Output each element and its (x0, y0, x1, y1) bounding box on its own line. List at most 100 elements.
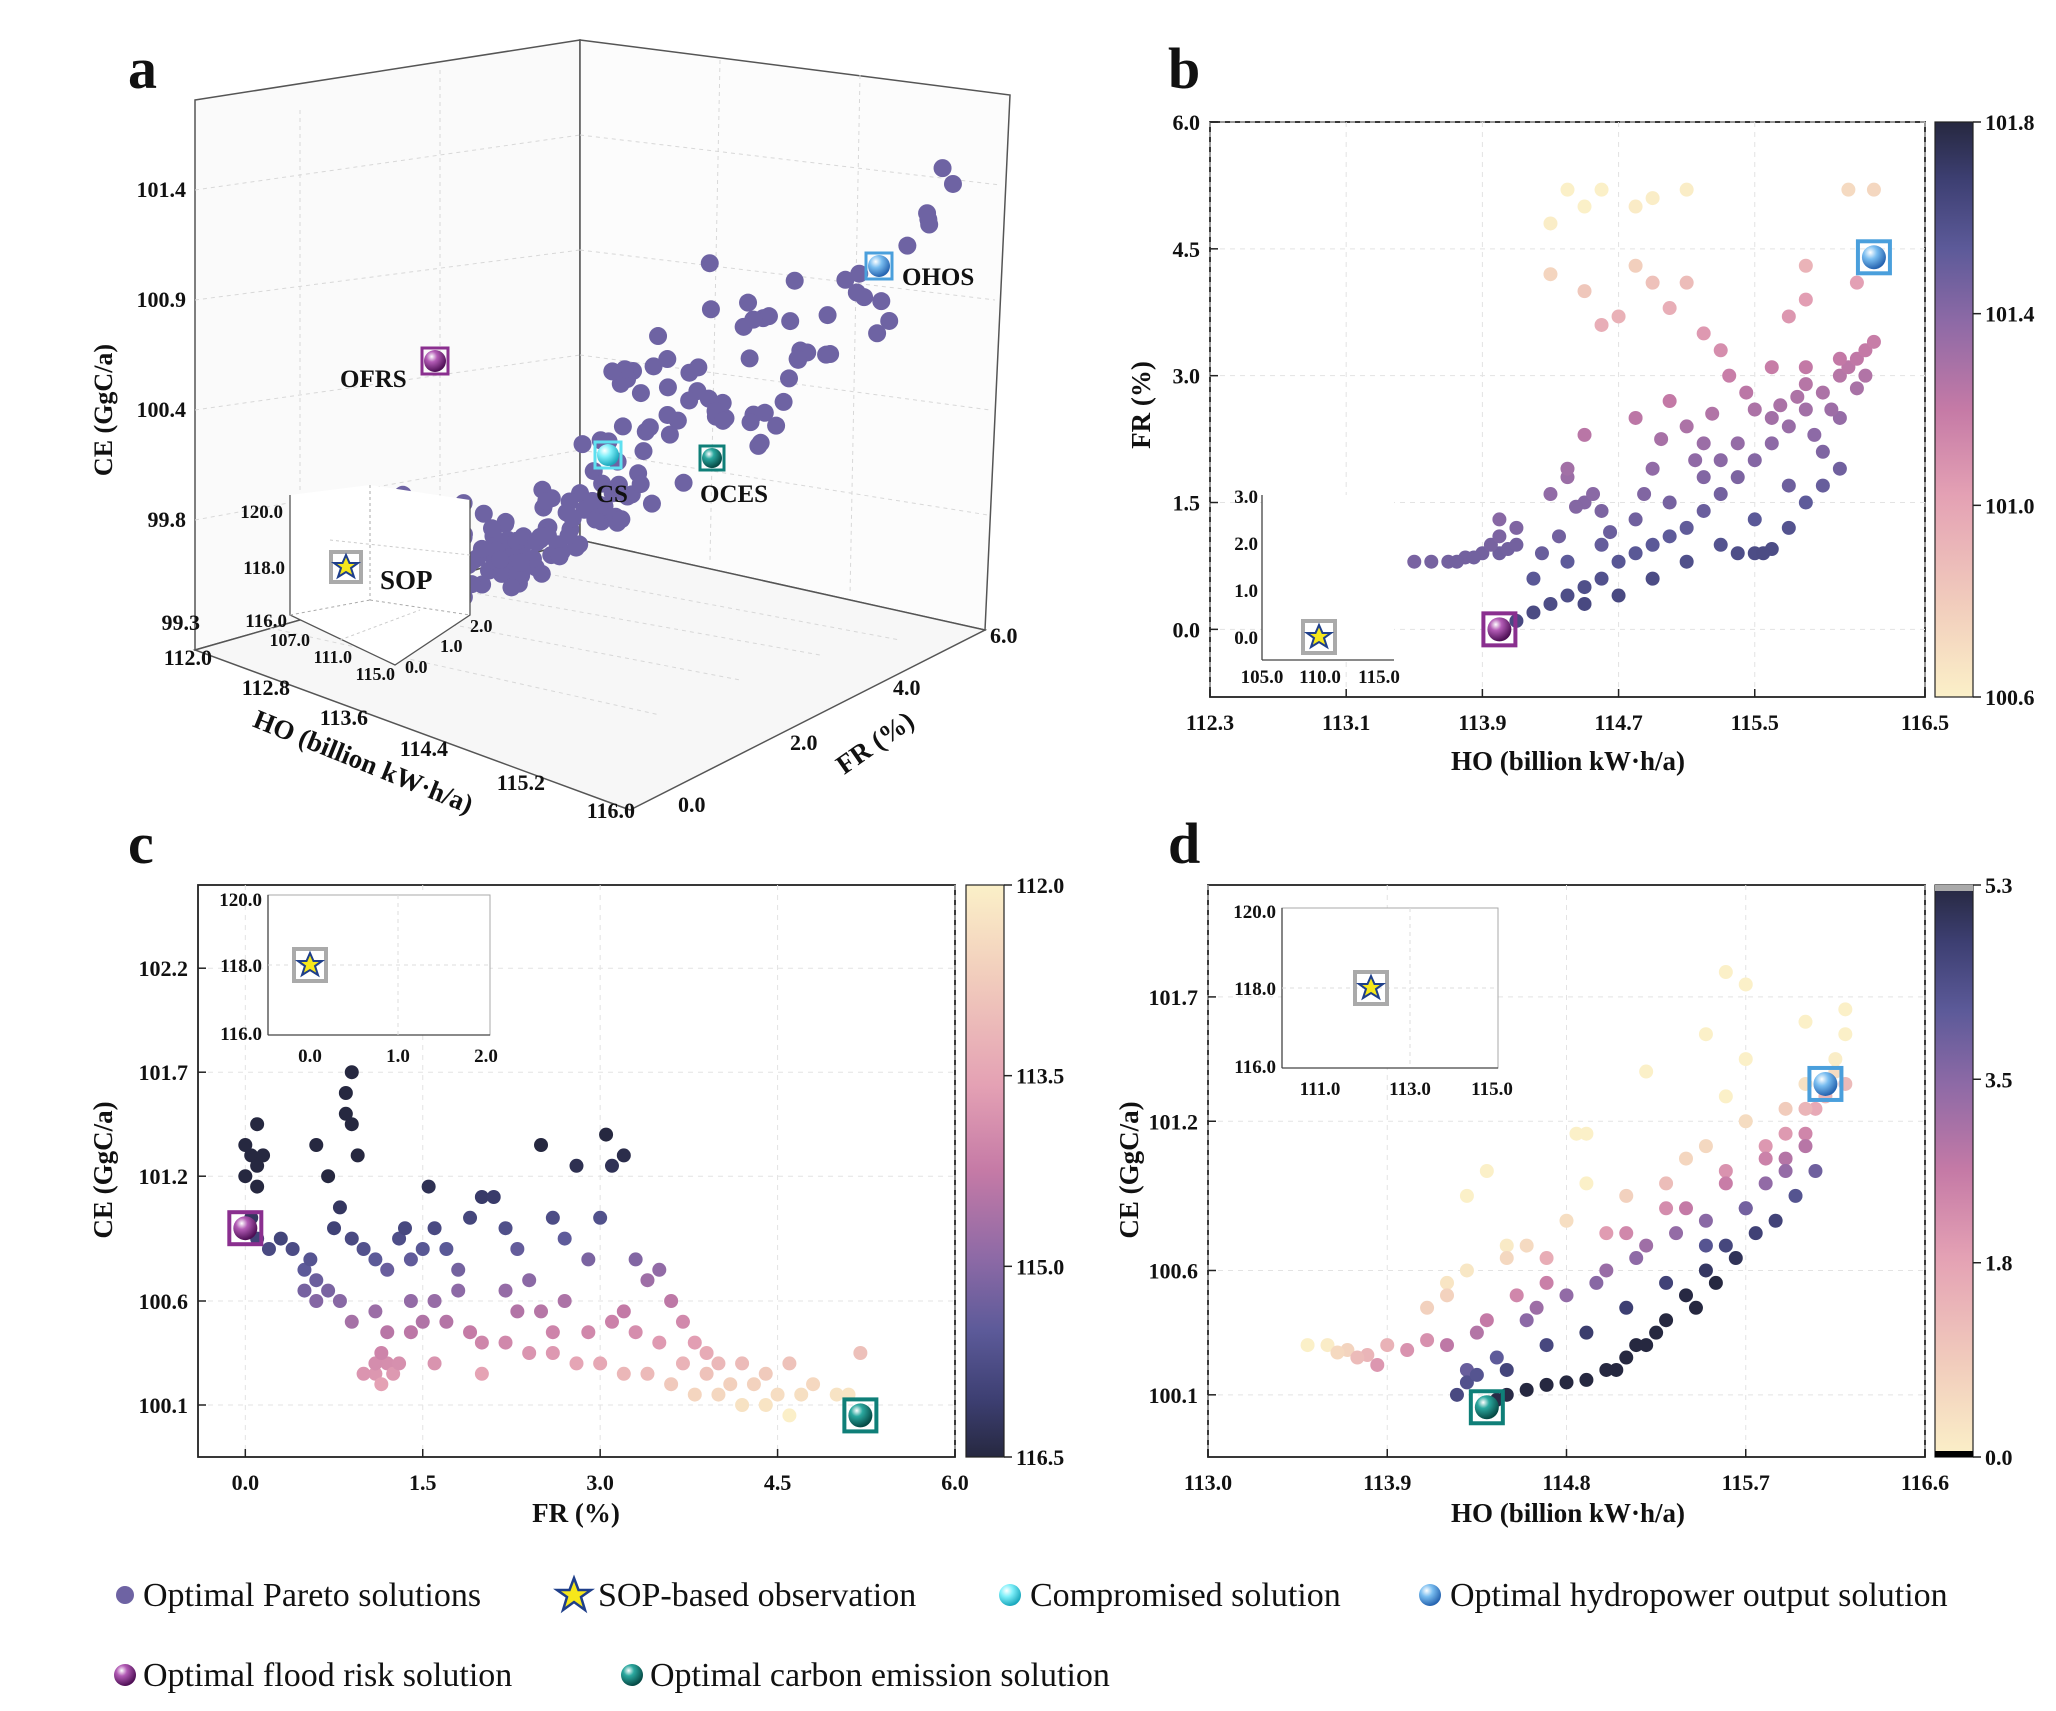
pareto-point (1594, 571, 1609, 586)
pareto-point (723, 1377, 738, 1392)
pareto-point (1539, 1251, 1554, 1266)
pareto-point (403, 1252, 418, 1267)
y-tick-label: 101.7 (1149, 985, 1199, 1010)
z-tick: 101.4 (137, 177, 187, 202)
y-tick-label: 3.0 (1173, 364, 1201, 389)
pareto-point (1509, 1288, 1524, 1303)
pareto-point (545, 1210, 560, 1225)
legend-sop-star-icon (553, 1574, 595, 1614)
sop-box (292, 947, 328, 983)
x-tick-label: 0.0 (232, 1470, 260, 1495)
inset-x-tick: 2.0 (474, 1046, 498, 1067)
inset-y-tick: 2.0 (1234, 534, 1258, 555)
colorbar-cap (1935, 885, 1973, 891)
pareto-point (1628, 410, 1643, 425)
pareto-point (1781, 419, 1796, 434)
pareto-point (1543, 487, 1558, 502)
ofrs-marker (1487, 617, 1512, 642)
y-ticks: 100.1 100.6 101.2 101.7 102.2 (139, 956, 206, 1418)
pareto-point (380, 1325, 395, 1340)
pareto-point (1679, 1201, 1693, 1216)
y-tick-label: 101.2 (1149, 1109, 1199, 1134)
pareto-point (1469, 1367, 1484, 1382)
inset-3d: SOP 120.0 118.0 116.0 107.0 111.0 115.0 … (240, 485, 493, 684)
pareto-point (818, 306, 837, 325)
pareto-point (297, 1283, 312, 1298)
pareto-point (250, 1117, 265, 1132)
ohos-marker (1813, 1071, 1838, 1096)
a-y-ticks: 0.0 2.0 4.0 6.0 (678, 623, 1018, 817)
colorbar-tick-label: 116.5 (1016, 1445, 1064, 1470)
pareto-point (1808, 1164, 1823, 1178)
pareto-point (1629, 1251, 1644, 1266)
colorbar-tick-label: 101.8 (1985, 110, 2035, 135)
x-ticks: 0.0 1.5 3.0 4.5 6.0 (232, 1449, 969, 1495)
x-axis-label: FR (%) (532, 1498, 620, 1528)
pareto-point (652, 1335, 667, 1350)
highlight-markers (1481, 239, 1892, 648)
pareto-point (1659, 1275, 1674, 1290)
cs-box (593, 440, 623, 470)
legend-cs-icon (999, 1584, 1021, 1606)
pareto-point (403, 1294, 418, 1308)
pareto-point (1738, 1052, 1753, 1067)
pareto-point (1483, 537, 1498, 552)
pareto-point (1764, 360, 1779, 375)
pareto-point (522, 1273, 537, 1288)
pareto-point (1459, 1375, 1474, 1390)
pareto-point (532, 527, 551, 546)
x-axis-label: HO (billion kW·h/a) (1451, 1498, 1685, 1528)
pareto-point (675, 1356, 690, 1371)
inset-x-tick: 115.0 (1358, 667, 1400, 688)
inset: 120.0 118.0 116.0 111.0 113.0 115.0 (1233, 902, 1513, 1100)
pareto-point (474, 504, 493, 523)
pareto-point (1758, 1151, 1773, 1166)
y-tick: 6.0 (990, 623, 1018, 648)
pareto-point (392, 1356, 407, 1371)
back-wall-right (579, 39, 1011, 631)
ohos-box (1807, 1065, 1844, 1102)
pareto-point (872, 292, 891, 311)
pareto-point (1579, 1325, 1594, 1340)
pareto-point (392, 1231, 407, 1246)
pareto-point (751, 433, 770, 452)
panel-b: b 112.3 113.1 113.9 114.7 115.5 116.5 0.0 1.5 3… (1126, 36, 2035, 776)
pareto-point (1662, 301, 1677, 316)
pareto-point (918, 204, 937, 223)
pareto-point (603, 362, 622, 381)
pareto-point (344, 1065, 359, 1080)
pareto-point (297, 1262, 312, 1277)
pareto-point (1722, 368, 1737, 383)
ofrs-label: OFRS (340, 366, 407, 393)
pareto-point (664, 1294, 679, 1308)
pareto-point (821, 345, 840, 364)
pareto-point (1832, 410, 1847, 425)
pareto-point (1781, 478, 1796, 493)
pareto-point (649, 327, 668, 346)
pareto-point (1599, 1362, 1614, 1377)
y-tick: 4.0 (893, 675, 921, 700)
pareto-point (1645, 275, 1660, 290)
pareto-point (1679, 1288, 1693, 1303)
pareto-point (1589, 1275, 1604, 1290)
pareto-point (642, 494, 661, 513)
y-tick-label: 101.7 (139, 1060, 189, 1085)
pareto-point (593, 474, 612, 493)
pareto-point (421, 1179, 436, 1194)
pareto-point (700, 254, 719, 273)
pareto-point (740, 349, 759, 368)
pareto-point (1858, 343, 1873, 358)
pareto-point (1713, 537, 1728, 552)
x-tick-label: 113.9 (1363, 1470, 1411, 1495)
pareto-point (1808, 1101, 1823, 1116)
pareto-point (581, 1325, 596, 1340)
pareto-point (943, 174, 962, 193)
pareto-point (1798, 258, 1813, 273)
pareto-point (1659, 1201, 1674, 1216)
pareto-point (1866, 334, 1881, 349)
z-tick: 100.9 (137, 287, 187, 312)
pareto-point (344, 1117, 359, 1132)
pareto-point (1300, 1338, 1315, 1353)
colorbar-tick-label: 1.8 (1985, 1251, 2013, 1276)
pareto-point (829, 1387, 844, 1402)
